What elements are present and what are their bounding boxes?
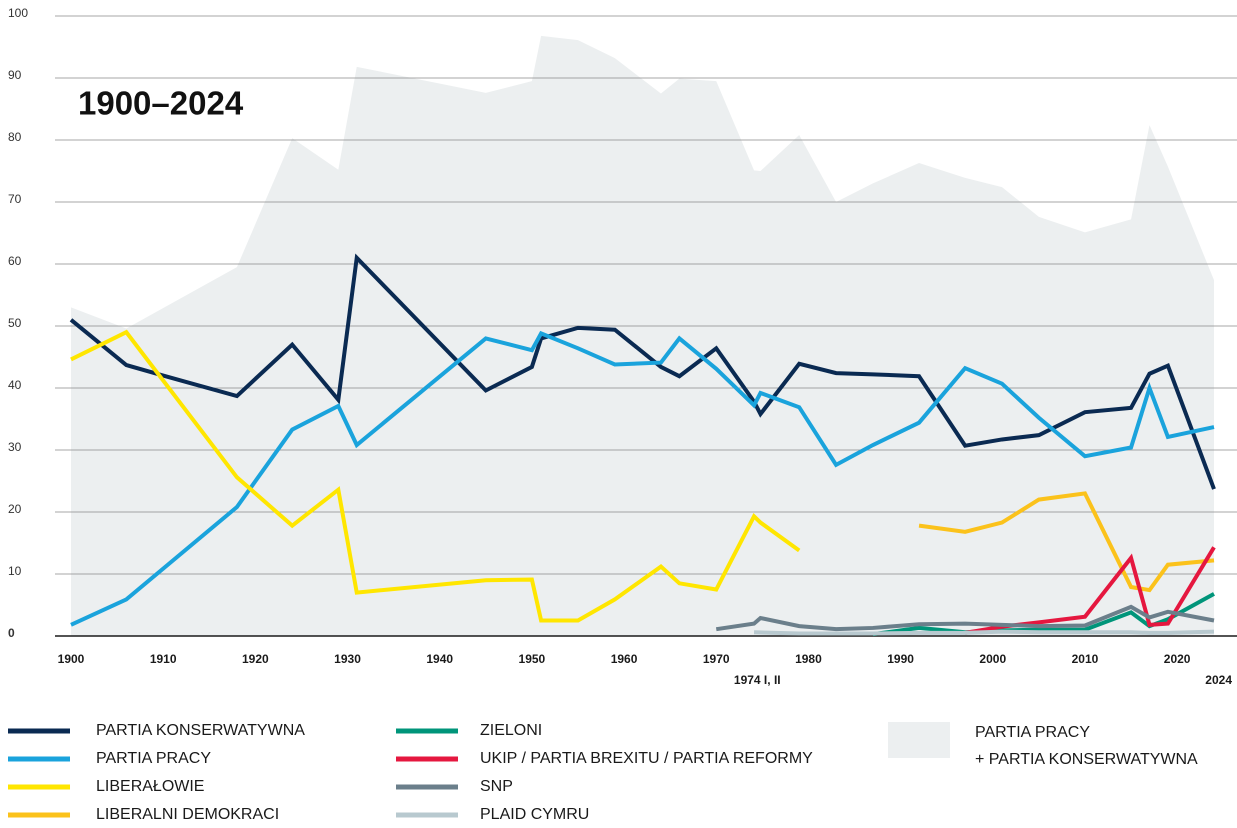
x-tick-label: 2000 <box>979 652 1006 666</box>
x-tick-label: 1970 <box>703 652 730 666</box>
x-tick-label: 1900 <box>58 652 85 666</box>
line <box>69 253 1216 490</box>
line <box>70 329 801 623</box>
legend-label: PARTIA PRACY <box>975 724 1090 741</box>
y-tick-label: 80 <box>8 130 22 144</box>
y-tick-label: 50 <box>8 316 22 330</box>
y-tick-label: 90 <box>8 68 22 82</box>
legend-label: + PARTIA KONSERWATYWNA <box>975 751 1198 768</box>
x-tick-label: 1990 <box>887 652 914 666</box>
x-tick-label: 2024 <box>1205 673 1232 687</box>
plot <box>55 15 1237 637</box>
x-tick-label: 1910 <box>150 652 177 666</box>
legend-label: LIBERALNI DEMOKRACI <box>96 806 279 823</box>
chart-title: 1900–2024 <box>78 85 244 122</box>
legend-label: LIBERAŁOWIE <box>96 778 204 795</box>
x-tick-label: 1980 <box>795 652 822 666</box>
area <box>71 35 1214 636</box>
y-tick-label: 70 <box>8 192 22 206</box>
y-tick-label: 30 <box>8 440 22 454</box>
x-tick-label: 2020 <box>1164 652 1191 666</box>
legend-label: UKIP / PARTIA BREXITU / PARTIA REFORMY <box>480 750 813 767</box>
x-tick-label: 1974 I, II <box>734 673 781 687</box>
legend-label: SNP <box>480 778 513 795</box>
line <box>918 491 1215 593</box>
line <box>715 604 1215 632</box>
x-tick-label: 1930 <box>334 652 361 666</box>
x-tick-label: 2010 <box>1072 652 1099 666</box>
y-tick-label: 100 <box>8 6 28 20</box>
x-tick-label: 1920 <box>242 652 269 666</box>
x-tick-label: 1940 <box>426 652 453 666</box>
x-tick-label: 1950 <box>519 652 546 666</box>
line <box>70 330 1215 627</box>
y-tick-label: 10 <box>8 564 22 578</box>
y-tick-label: 60 <box>8 254 22 268</box>
y-tick-label: 40 <box>8 378 22 392</box>
y-tick-label: 20 <box>8 502 22 516</box>
legend-label: PARTIA KONSERWATYWNA <box>96 722 305 739</box>
x-tick-label: 1960 <box>611 652 638 666</box>
legend-label: PLAID CYMRU <box>480 806 589 823</box>
legend-label: ZIELONI <box>480 722 542 739</box>
y-tick-label: 0 <box>8 626 15 640</box>
legend-label: PARTIA PRACY <box>96 750 211 767</box>
line <box>753 629 1215 636</box>
legend-swatch <box>888 722 950 758</box>
